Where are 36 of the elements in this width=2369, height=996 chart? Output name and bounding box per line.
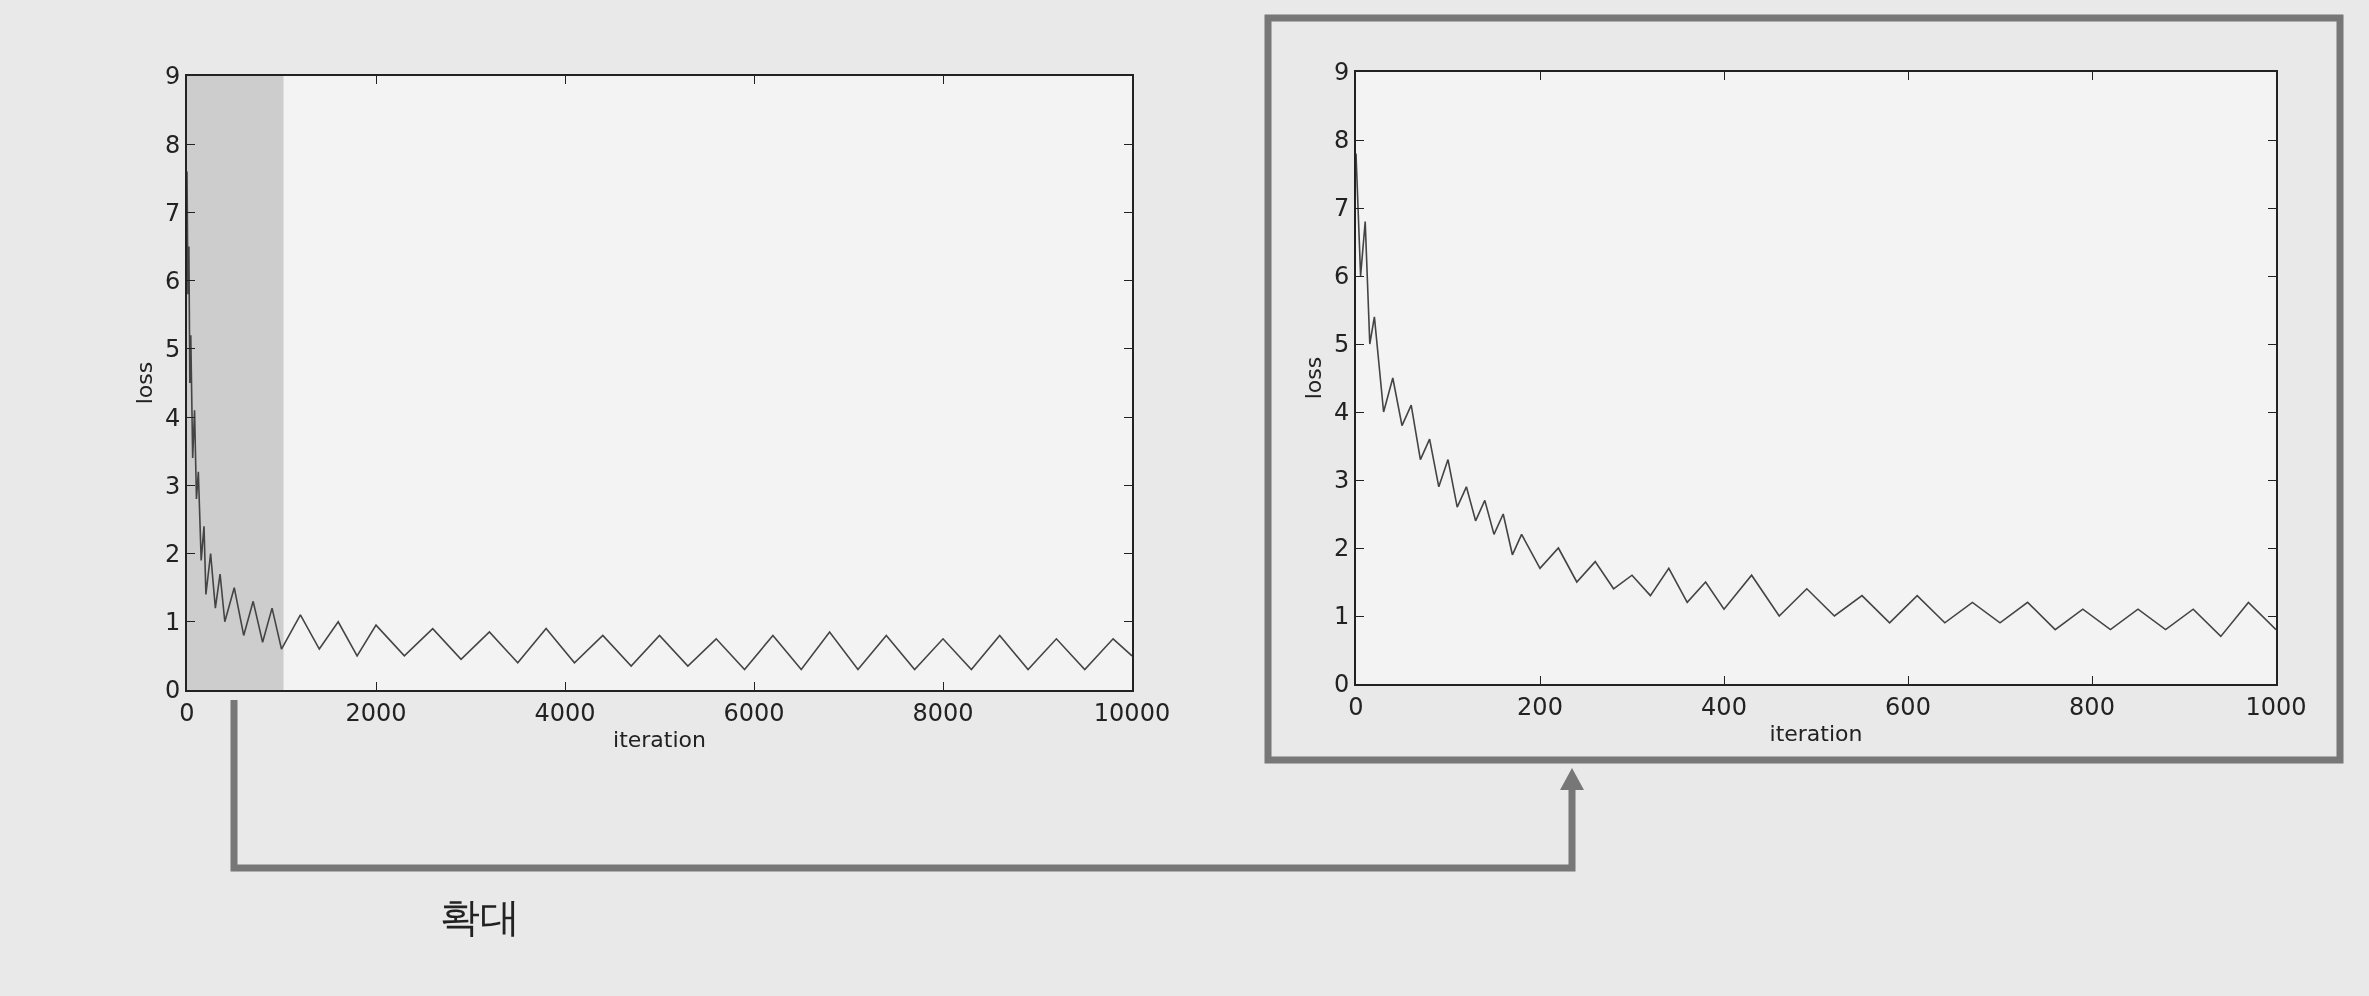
- y-axis-title: loss: [1301, 356, 1327, 400]
- y-tick-label: 7: [164, 198, 181, 227]
- y-tick-label: 6: [164, 267, 181, 296]
- y-tick-label: 1: [164, 608, 181, 637]
- y-tick-label: 9: [1333, 58, 1350, 87]
- y-tick-label: 3: [1333, 466, 1350, 495]
- y-tick-label: 2: [164, 539, 181, 568]
- y-tick-label: 0: [1333, 670, 1350, 699]
- x-tick-label: 1000: [2245, 692, 2307, 721]
- x-tick-label: 6000: [723, 698, 785, 727]
- y-tick-label: 8: [1333, 126, 1350, 155]
- y-tick-label: 1: [1333, 602, 1350, 631]
- y-tick-label: 5: [164, 335, 181, 364]
- y-tick-label: 8: [164, 130, 181, 159]
- y-tick-label: 7: [1333, 194, 1350, 223]
- x-tick-label: 10000: [1093, 698, 1171, 727]
- y-tick-label: 3: [164, 471, 181, 500]
- x-axis-title: iteration: [613, 727, 706, 753]
- y-tick-label: 4: [1333, 398, 1350, 427]
- y-axis-title: loss: [132, 361, 158, 405]
- y-tick-label: 6: [1333, 262, 1350, 291]
- y-tick-label: 4: [164, 403, 181, 432]
- x-tick-label: 8000: [912, 698, 974, 727]
- x-tick-label: 4000: [534, 698, 596, 727]
- x-tick-label: 600: [1885, 692, 1931, 721]
- y-tick-label: 9: [164, 62, 181, 91]
- x-tick-label: 2000: [345, 698, 407, 727]
- x-tick-label: 800: [2069, 692, 2115, 721]
- y-tick-label: 2: [1333, 534, 1350, 563]
- y-tick-label: 5: [1333, 330, 1350, 359]
- line-series: [187, 170, 1132, 671]
- text: 확대: [440, 893, 520, 942]
- x-axis-title: iteration: [1769, 721, 1863, 747]
- x-tick-label: 200: [1517, 692, 1563, 721]
- x-tick-label: 400: [1701, 692, 1747, 721]
- line-series: [1356, 152, 2276, 638]
